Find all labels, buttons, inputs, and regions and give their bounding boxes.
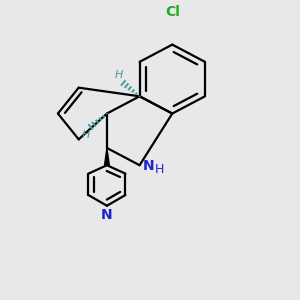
Text: H: H (82, 130, 90, 140)
Polygon shape (104, 148, 109, 165)
Text: N: N (101, 208, 113, 222)
Text: N: N (142, 159, 154, 173)
Text: Cl: Cl (165, 5, 180, 20)
Text: H: H (115, 70, 123, 80)
Text: H: H (155, 163, 164, 176)
